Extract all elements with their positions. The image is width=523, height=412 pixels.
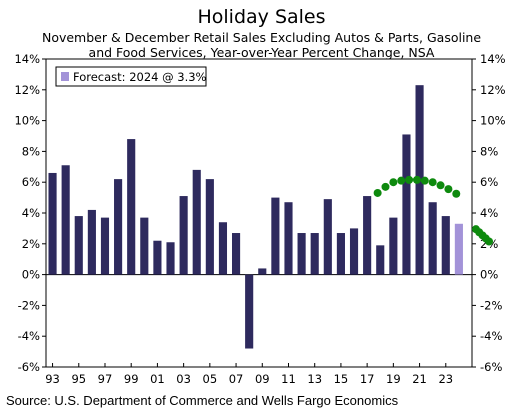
x-tick-label: 95	[71, 372, 86, 386]
y-tick-label-right: 8%	[480, 144, 498, 158]
bar	[323, 199, 332, 275]
x-tick-label: 07	[229, 372, 244, 386]
annotation-arc-dot	[397, 176, 406, 185]
bar	[231, 233, 241, 275]
x-tick-label: 11	[281, 372, 296, 386]
bar	[428, 202, 437, 275]
x-tick-label: 13	[307, 372, 322, 386]
x-tick-label: 19	[386, 372, 401, 386]
annotation-arc-dot	[420, 176, 429, 185]
y-tick-label-right: 6%	[480, 175, 498, 189]
annotation-arc-dot	[428, 178, 437, 187]
bar	[179, 196, 188, 275]
bar	[297, 233, 306, 275]
bar	[363, 196, 372, 275]
y-tick-label-right: -2%	[480, 298, 502, 312]
bar	[127, 139, 136, 275]
x-tick-label: 15	[334, 372, 349, 386]
bar	[336, 233, 345, 275]
y-tick-label-left: 4%	[22, 206, 40, 220]
y-tick-label-left: -6%	[18, 360, 40, 374]
bar	[310, 233, 319, 275]
legend-box	[55, 66, 207, 87]
bar	[87, 209, 96, 275]
bar	[218, 222, 228, 275]
bar	[100, 217, 110, 275]
bar	[376, 245, 385, 275]
annotation-arc-dot	[412, 175, 421, 184]
y-tick-label-left: 2%	[22, 237, 40, 251]
bar	[258, 268, 267, 275]
x-tick-label: 05	[203, 372, 218, 386]
axes-group: 14%14%12%12%10%10%8%8%6%6%4%4%2%2%0%0%-2…	[14, 52, 505, 386]
bar	[74, 216, 83, 275]
y-tick-label-left: -2%	[18, 298, 40, 312]
y-tick-label-left: 8%	[22, 144, 40, 158]
annotation-arc-dot	[373, 188, 382, 197]
bar	[166, 242, 175, 275]
x-tick-label: 97	[98, 372, 113, 386]
bar	[192, 169, 201, 275]
x-tick-label: 99	[124, 372, 139, 386]
annotation-arc-dot	[444, 185, 453, 194]
bar	[389, 217, 398, 275]
x-tick-label: 17	[360, 372, 375, 386]
x-tick-label: 93	[45, 372, 60, 386]
x-tick-label: 23	[438, 372, 453, 386]
x-tick-label: 01	[150, 372, 165, 386]
bar	[114, 179, 123, 275]
bar	[140, 217, 149, 275]
legend-label: Forecast: 2024 @ 3.3%	[73, 70, 207, 84]
annotations-group	[373, 175, 494, 246]
source-note: Source: U.S. Department of Commerce and …	[6, 393, 399, 408]
chart-title: Holiday Sales	[197, 6, 326, 28]
bar	[441, 216, 450, 275]
y-tick-label-left: 10%	[14, 114, 40, 128]
y-tick-label-left: 12%	[14, 83, 40, 97]
bar	[153, 240, 162, 275]
y-tick-label-left: 14%	[14, 52, 40, 66]
y-tick-label-left: -4%	[18, 329, 40, 343]
annotation-arc-dot	[452, 189, 461, 198]
legend-group: Forecast: 2024 @ 3.3%	[55, 66, 207, 87]
y-tick-label-right: 12%	[480, 83, 506, 97]
subtitle-line-2: and Food Services, Year-over-Year Percen…	[88, 45, 435, 60]
x-tick-label: 03	[176, 372, 191, 386]
forecast-bar	[454, 223, 463, 275]
legend-swatch	[61, 72, 69, 81]
y-tick-label-right: 0%	[480, 268, 498, 282]
y-tick-label-right: -4%	[480, 329, 502, 343]
bar	[205, 179, 214, 275]
bar	[284, 202, 293, 275]
annotation-arc-dot	[381, 182, 390, 191]
y-tick-label-right: -6%	[480, 360, 502, 374]
annotation-arc-dot	[389, 178, 398, 187]
bar	[402, 134, 411, 275]
y-tick-label-right: 4%	[480, 206, 498, 220]
subtitle-line-1: November & December Retail Sales Excludi…	[41, 30, 482, 45]
annotation-arc-dot	[405, 175, 414, 184]
annotation-arc-dot	[436, 181, 445, 190]
bar	[349, 228, 359, 275]
y-tick-label-right: 14%	[480, 52, 506, 66]
chart-subtitle: November & December Retail Sales Excludi…	[0, 30, 523, 60]
bar	[245, 274, 254, 349]
annotation-dash-dot	[485, 237, 494, 246]
y-tick-label-right: 10%	[480, 114, 506, 128]
bar	[61, 165, 70, 275]
x-tick-label: 21	[412, 372, 427, 386]
y-tick-label-left: 6%	[22, 175, 40, 189]
bars-group	[48, 85, 463, 349]
y-tick-label-left: 0%	[22, 268, 40, 282]
bar	[271, 197, 280, 275]
x-tick-label: 09	[255, 372, 270, 386]
bar	[48, 172, 57, 275]
